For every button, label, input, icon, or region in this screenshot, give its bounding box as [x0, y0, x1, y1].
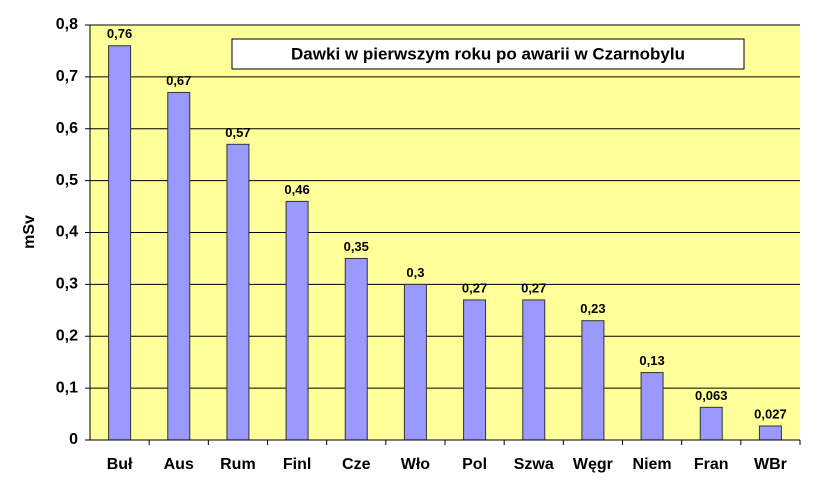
- x-tick-label: Fran: [694, 456, 729, 473]
- bar: [344, 257, 368, 441]
- title-box: [231, 38, 745, 70]
- y-tick-label: 0,3: [56, 276, 78, 293]
- bar: [403, 283, 427, 441]
- x-tick-label: WBr: [754, 456, 787, 473]
- y-tick-label: 0,2: [56, 327, 78, 344]
- x-tick-label: Rum: [220, 456, 256, 473]
- value-label: 0,35: [344, 239, 369, 254]
- value-label: 0,13: [639, 353, 664, 368]
- value-label: 0,23: [580, 301, 605, 316]
- bar: [522, 299, 546, 441]
- chart-title: Dawki w pierwszym roku po awarii w Czarn…: [291, 44, 685, 63]
- bar: [758, 425, 782, 441]
- y-tick-label: 0,4: [56, 224, 78, 241]
- bar: [581, 320, 605, 441]
- value-label: 0,27: [521, 280, 546, 295]
- x-tick-label: Wło: [401, 456, 431, 473]
- bar: [285, 200, 309, 441]
- bar: [463, 299, 487, 441]
- value-label: 0,57: [225, 125, 250, 140]
- y-tick-label: 0,5: [56, 172, 78, 189]
- y-tick-label: 0,7: [56, 68, 78, 85]
- value-label: 0,67: [166, 73, 191, 88]
- x-tick-label: Szwa: [514, 456, 554, 473]
- bar: [167, 91, 191, 441]
- value-label: 0,46: [284, 182, 309, 197]
- y-tick-label: 0,8: [56, 16, 78, 33]
- y-tick-label: 0,6: [56, 120, 78, 137]
- value-label: 0,76: [107, 26, 132, 41]
- x-tick-label: Niem: [633, 456, 672, 473]
- x-tick-label: Finl: [283, 456, 311, 473]
- value-label: 0,27: [462, 280, 487, 295]
- x-tick-label: Pol: [462, 456, 487, 473]
- y-axis-label: mSv: [21, 215, 38, 249]
- bar: [226, 143, 250, 441]
- bar: [640, 372, 664, 441]
- value-label: 0,3: [406, 265, 424, 280]
- bar: [699, 406, 723, 441]
- value-label: 0,027: [754, 406, 787, 421]
- value-label: 0,063: [695, 388, 728, 403]
- x-tick-label: Buł: [107, 456, 133, 473]
- y-tick-label: 0,1: [56, 379, 78, 396]
- x-tick-label: Cze: [342, 456, 371, 473]
- x-tick-label: Węgr: [573, 456, 613, 473]
- x-tick-label: Aus: [164, 456, 194, 473]
- y-tick-label: 0: [69, 431, 78, 448]
- bar: [108, 45, 132, 441]
